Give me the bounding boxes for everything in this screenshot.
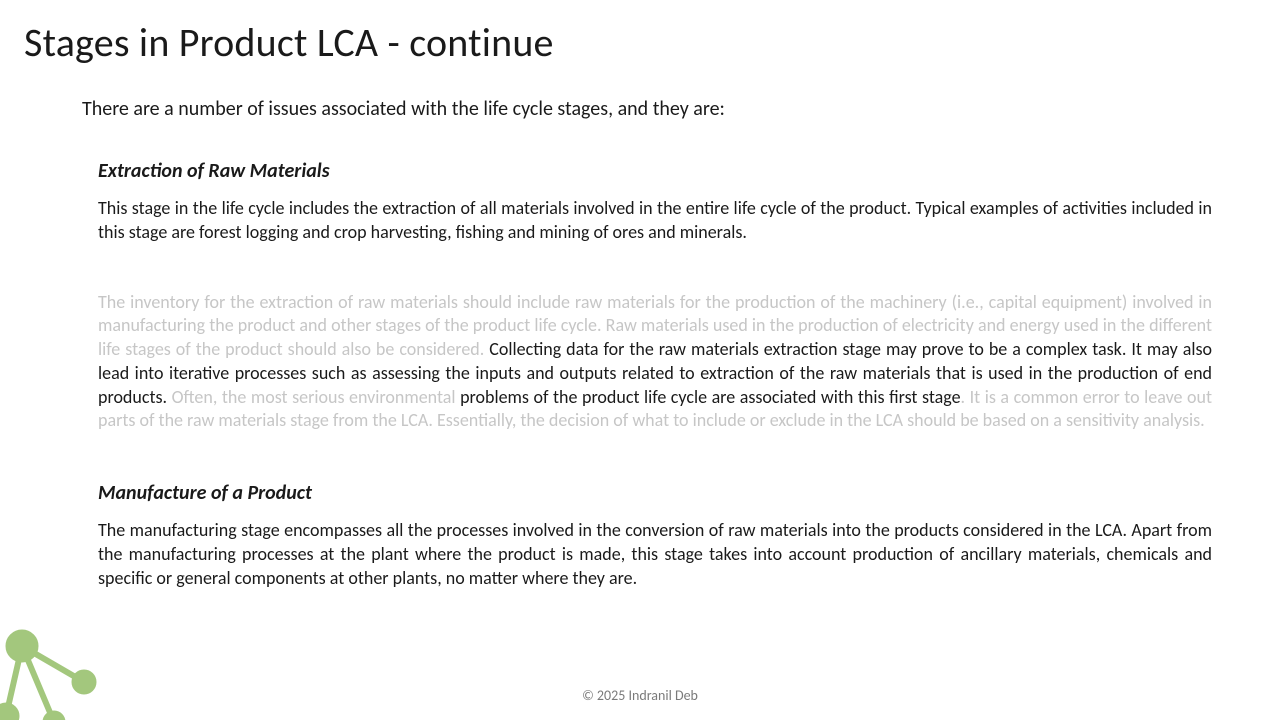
section-extraction-p1: This stage in the life cycle includes th… [98, 197, 1212, 245]
section-extraction: Extraction of Raw Materials This stage i… [98, 159, 1212, 433]
footer-copyright: © 2025 Indranil Deb [0, 687, 1280, 704]
intro-text: There are a number of issues associated … [82, 97, 1256, 121]
p2-dark-b: problems of the product life cycle are a… [460, 386, 960, 408]
p2-muted-b: Often, the most serious environmental [167, 386, 460, 408]
slide-title: Stages in Product LCA - continue [24, 18, 1256, 67]
section-manufacture-p1: The manufacturing stage encompasses all … [98, 519, 1212, 590]
slide: Stages in Product LCA - continue There a… [0, 0, 1280, 720]
section-manufacture: Manufacture of a Product The manufacturi… [98, 481, 1212, 590]
section-extraction-p2: The inventory for the extraction of raw … [98, 291, 1212, 434]
section-heading-extraction: Extraction of Raw Materials [98, 159, 1212, 183]
section-heading-manufacture: Manufacture of a Product [98, 481, 1212, 505]
